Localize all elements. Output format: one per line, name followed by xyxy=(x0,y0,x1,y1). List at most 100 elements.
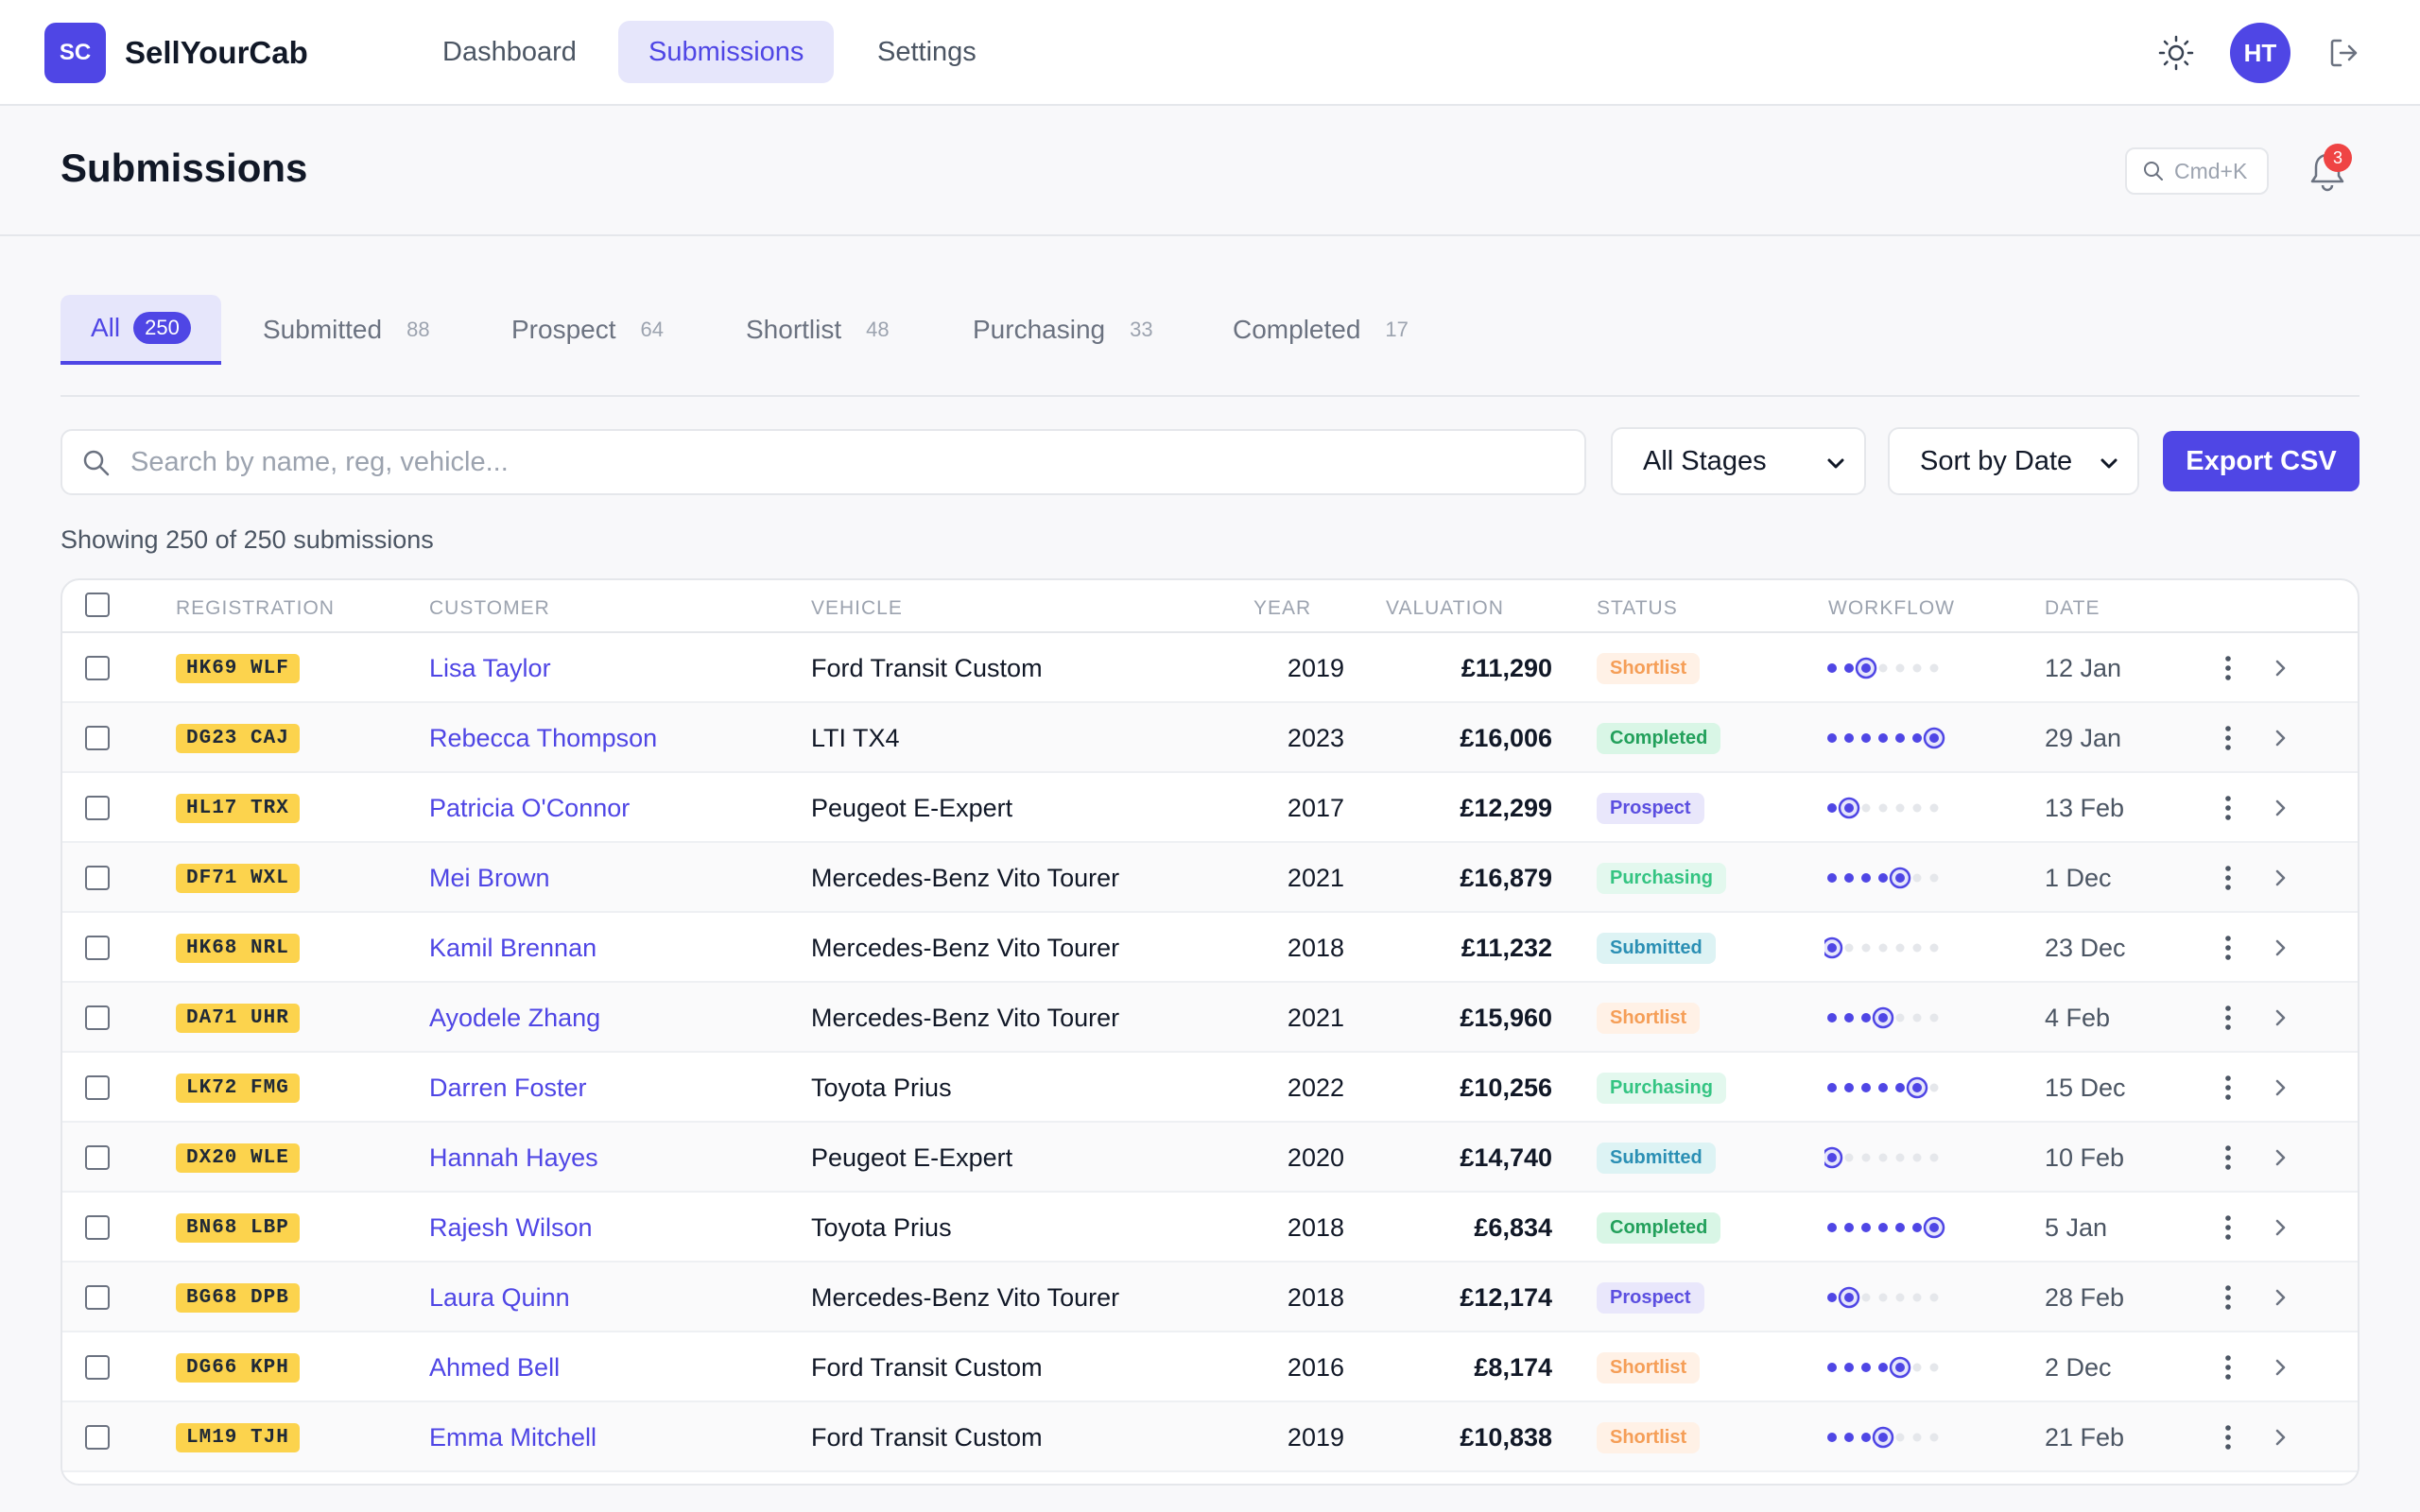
customer-link[interactable]: Kamil Brennan xyxy=(429,933,597,962)
customer-link[interactable]: Ayodele Zhang xyxy=(429,1003,601,1032)
export-csv-button[interactable]: Export CSV xyxy=(2163,431,2360,491)
app-logo[interactable]: SC xyxy=(44,23,106,83)
sun-icon[interactable] xyxy=(2157,34,2195,72)
table-row[interactable]: DF71 WXL Mei Brown Mercedes-Benz Vito To… xyxy=(62,843,2358,913)
table-row[interactable]: LM19 TJH Emma Mitchell Ford Transit Cust… xyxy=(62,1402,2358,1472)
column-header-date[interactable]: Date xyxy=(2045,597,2100,619)
command-search-button[interactable]: Cmd+K xyxy=(2125,147,2269,195)
customer-link[interactable]: Patricia O'Connor xyxy=(429,793,631,822)
row-actions-button[interactable] xyxy=(2223,633,2233,703)
table-row[interactable]: DA71 UHR Ayodele Zhang Mercedes-Benz Vit… xyxy=(62,983,2358,1053)
row-actions-button[interactable] xyxy=(2223,1123,2233,1193)
column-header-customer[interactable]: Customer xyxy=(429,597,550,619)
nav-tab-settings[interactable]: Settings xyxy=(877,36,977,67)
registration-plate: DX20 WLE xyxy=(176,1143,300,1173)
tab-completed[interactable]: Completed 17 xyxy=(1233,295,1409,365)
row-open-button[interactable] xyxy=(2271,913,2290,983)
column-header-vehicle[interactable]: Vehicle xyxy=(811,597,903,619)
registration-plate: HL17 TRX xyxy=(176,793,300,823)
row-open-button[interactable] xyxy=(2271,843,2290,913)
vehicle-cell: Toyota Prius xyxy=(811,1073,952,1102)
valuation-cell: £8,174 xyxy=(1474,1352,1552,1382)
tab-prospect[interactable]: Prospect 64 xyxy=(511,295,664,365)
tab-all[interactable]: All 250 xyxy=(60,295,221,365)
logout-icon[interactable] xyxy=(2327,36,2361,70)
row-open-button[interactable] xyxy=(2271,1402,2290,1472)
row-open-button[interactable] xyxy=(2271,983,2290,1053)
customer-link[interactable]: Emma Mitchell xyxy=(429,1422,597,1452)
row-open-button[interactable] xyxy=(2271,633,2290,703)
table-row[interactable]: DG23 CAJ Rebecca Thompson LTI TX4 2023 £… xyxy=(62,703,2358,773)
row-checkbox[interactable] xyxy=(85,1425,110,1450)
customer-link[interactable]: Ahmed Bell xyxy=(429,1352,561,1382)
row-actions-button[interactable] xyxy=(2223,1402,2233,1472)
row-checkbox[interactable] xyxy=(85,1215,110,1240)
row-open-button[interactable] xyxy=(2271,773,2290,843)
row-actions-button[interactable] xyxy=(2223,1053,2233,1123)
search-input[interactable] xyxy=(130,438,1548,486)
table-row[interactable]: BN68 LBP Rajesh Wilson Toyota Prius 2018… xyxy=(62,1193,2358,1263)
tab-shortlist[interactable]: Shortlist 48 xyxy=(746,295,890,365)
column-header-valuation[interactable]: Valuation xyxy=(1386,597,1504,619)
tab-count: 250 xyxy=(133,312,191,344)
row-open-button[interactable] xyxy=(2271,1332,2290,1402)
row-open-button[interactable] xyxy=(2271,1123,2290,1193)
nav-tab-submissions[interactable]: Submissions xyxy=(618,21,835,83)
column-header-workflow[interactable]: Workflow xyxy=(1828,597,1955,619)
row-checkbox[interactable] xyxy=(85,796,110,820)
row-actions-button[interactable] xyxy=(2223,773,2233,843)
vehicle-cell: Peugeot E-Expert xyxy=(811,793,1013,822)
registration-cell: BN68 LBP xyxy=(176,1193,300,1263)
column-header-registration[interactable]: Registration xyxy=(176,597,335,619)
row-checkbox[interactable] xyxy=(85,866,110,890)
table-row[interactable]: BG68 DPB Laura Quinn Mercedes-Benz Vito … xyxy=(62,1263,2358,1332)
table-row[interactable]: HK69 WLF Lisa Taylor Ford Transit Custom… xyxy=(62,633,2358,703)
customer-link[interactable]: Hannah Hayes xyxy=(429,1143,598,1172)
customer-link[interactable]: Mei Brown xyxy=(429,863,550,892)
column-header-year[interactable]: Year xyxy=(1253,597,1312,619)
registration-cell: LK72 FMG xyxy=(176,1053,300,1123)
customer-link[interactable]: Lisa Taylor xyxy=(429,653,551,682)
date-cell: 29 Jan xyxy=(2045,723,2122,752)
tab-purchasing[interactable]: Purchasing 33 xyxy=(973,295,1153,365)
row-checkbox[interactable] xyxy=(85,656,110,680)
row-actions-button[interactable] xyxy=(2223,703,2233,773)
table-row[interactable]: HL17 TRX Patricia O'Connor Peugeot E-Exp… xyxy=(62,773,2358,843)
vehicle-cell: Ford Transit Custom xyxy=(811,653,1043,682)
row-actions-button[interactable] xyxy=(2223,1263,2233,1332)
tab-submitted[interactable]: Submitted 88 xyxy=(263,295,430,365)
table-row[interactable]: HK68 NRL Kamil Brennan Mercedes-Benz Vit… xyxy=(62,913,2358,983)
column-header-status[interactable]: Status xyxy=(1597,597,1678,619)
row-actions-button[interactable] xyxy=(2223,1193,2233,1263)
stage-filter-select[interactable]: All Stages xyxy=(1611,427,1866,495)
registration-plate: DG66 KPH xyxy=(176,1352,300,1383)
row-open-button[interactable] xyxy=(2271,1263,2290,1332)
row-checkbox[interactable] xyxy=(85,1145,110,1170)
customer-link[interactable]: Laura Quinn xyxy=(429,1282,570,1312)
row-actions-button[interactable] xyxy=(2223,983,2233,1053)
row-open-button[interactable] xyxy=(2271,1193,2290,1263)
app-name[interactable]: SellYourCab xyxy=(125,35,308,70)
row-checkbox[interactable] xyxy=(85,1285,110,1310)
customer-link[interactable]: Rajesh Wilson xyxy=(429,1212,593,1242)
customer-link[interactable]: Darren Foster xyxy=(429,1073,587,1102)
row-open-button[interactable] xyxy=(2271,703,2290,773)
row-checkbox[interactable] xyxy=(85,1355,110,1380)
row-checkbox[interactable] xyxy=(85,1075,110,1100)
row-checkbox[interactable] xyxy=(85,1005,110,1030)
nav-tab-dashboard[interactable]: Dashboard xyxy=(442,36,577,67)
user-avatar[interactable]: HT xyxy=(2230,23,2290,83)
sort-select[interactable]: Sort by Date xyxy=(1888,427,2139,495)
table-row[interactable]: DG66 KPH Ahmed Bell Ford Transit Custom … xyxy=(62,1332,2358,1402)
table-row[interactable]: DX20 WLE Hannah Hayes Peugeot E-Expert 2… xyxy=(62,1123,2358,1193)
table-row[interactable]: LK72 FMG Darren Foster Toyota Prius 2022… xyxy=(62,1053,2358,1123)
status-badge: Shortlist xyxy=(1597,1421,1701,1453)
row-actions-button[interactable] xyxy=(2223,843,2233,913)
row-checkbox[interactable] xyxy=(85,726,110,750)
select-all-checkbox[interactable] xyxy=(85,593,110,617)
row-actions-button[interactable] xyxy=(2223,1332,2233,1402)
customer-link[interactable]: Rebecca Thompson xyxy=(429,723,658,752)
row-checkbox[interactable] xyxy=(85,936,110,960)
row-open-button[interactable] xyxy=(2271,1053,2290,1123)
row-actions-button[interactable] xyxy=(2223,913,2233,983)
